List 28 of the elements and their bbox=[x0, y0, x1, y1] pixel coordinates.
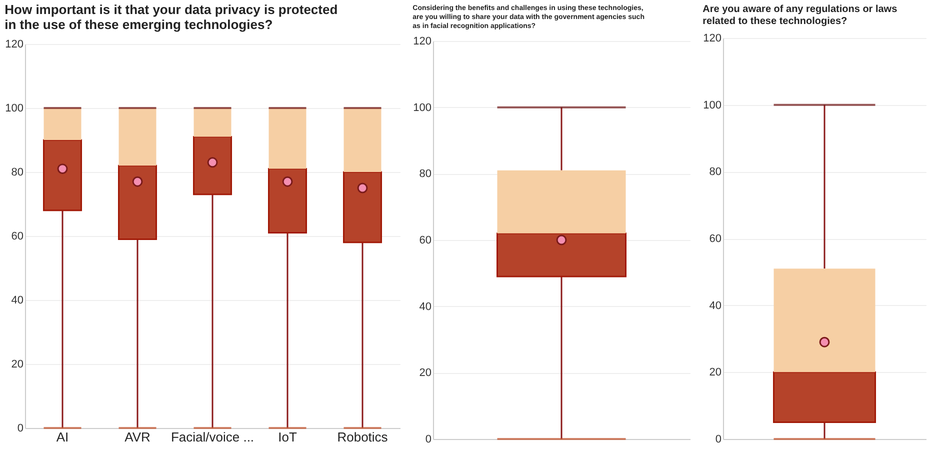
x-tick-label: AVR bbox=[124, 430, 150, 444]
y-tick-label: 40 bbox=[709, 300, 722, 312]
x-tick-label: AI bbox=[56, 430, 69, 444]
y-tick-label: 120 bbox=[413, 36, 432, 48]
y-tick-label: 100 bbox=[413, 102, 432, 114]
y-tick-label: 60 bbox=[419, 234, 432, 246]
y-tick-label: 20 bbox=[11, 358, 24, 370]
y-tick-label: 60 bbox=[709, 233, 722, 245]
y-tick-label: 80 bbox=[709, 166, 722, 178]
x-tick-label: IoT bbox=[278, 430, 297, 444]
y-tick-label: 60 bbox=[11, 230, 24, 242]
y-tick-label: 0 bbox=[425, 434, 432, 446]
x-tick-label: Robotics bbox=[337, 430, 388, 444]
y-tick-label: 0 bbox=[715, 434, 722, 446]
y-tick-label: 20 bbox=[709, 366, 722, 379]
chart-title: How important is it that your data privacy is protected in the use of these emerging technologies? bbox=[4, 2, 338, 32]
y-tick-label: 100 bbox=[5, 102, 24, 114]
y-tick-label: 80 bbox=[419, 168, 432, 180]
y-tick-label: 40 bbox=[419, 300, 432, 313]
y-tick-label: 120 bbox=[5, 38, 24, 50]
chart-title: Are you aware of any regulations or laws related to these technologies? bbox=[702, 4, 898, 27]
x-tick-label: Facial/voice ... bbox=[170, 430, 254, 444]
y-tick-label: 100 bbox=[703, 99, 722, 112]
y-tick-label: 20 bbox=[419, 367, 432, 380]
y-tick-label: 80 bbox=[11, 166, 24, 178]
y-tick-label: 120 bbox=[703, 32, 722, 44]
y-tick-label: 40 bbox=[11, 294, 24, 306]
y-tick-label: 0 bbox=[17, 422, 24, 434]
